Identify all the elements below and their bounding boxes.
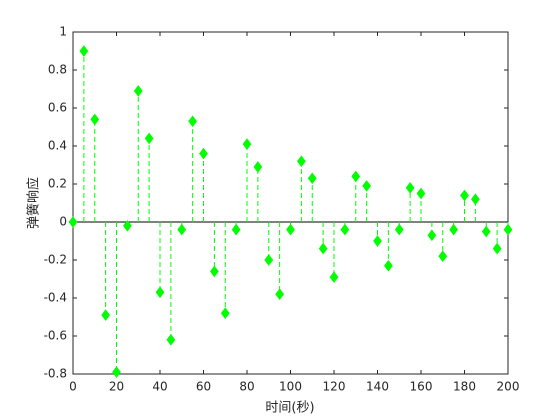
stem-marker bbox=[79, 45, 89, 57]
y-tick-label: 0.6 bbox=[48, 101, 67, 115]
x-axis-label: 时间(秒) bbox=[265, 401, 314, 416]
stem-marker bbox=[286, 223, 295, 236]
y-tick-label: 0 bbox=[59, 215, 67, 229]
x-tick-label: 0 bbox=[69, 380, 77, 394]
stem-marker bbox=[275, 288, 284, 301]
x-tick-label: 140 bbox=[366, 380, 389, 394]
stem-marker bbox=[68, 216, 78, 228]
stem-marker bbox=[144, 132, 154, 145]
plot-area bbox=[72, 31, 509, 375]
y-tick-label: 0.8 bbox=[48, 63, 67, 77]
x-tick-label: 120 bbox=[323, 380, 346, 394]
stem-marker bbox=[340, 223, 350, 236]
stem-marker bbox=[177, 223, 187, 236]
y-tick-label: -0.2 bbox=[44, 253, 67, 267]
stem-marker bbox=[123, 219, 132, 232]
stem-marker bbox=[405, 181, 415, 194]
stem-marker bbox=[155, 286, 165, 299]
stem-marker bbox=[427, 229, 437, 242]
stem-marker bbox=[101, 309, 110, 321]
stem-marker bbox=[220, 307, 230, 320]
x-tick-label: 80 bbox=[239, 380, 254, 394]
x-tick-label: 40 bbox=[152, 380, 167, 394]
stem-marker bbox=[329, 271, 339, 283]
stem-marker bbox=[318, 242, 328, 255]
stem-marker bbox=[231, 223, 241, 236]
stem-marker bbox=[481, 225, 491, 238]
x-tick-label: 20 bbox=[109, 380, 124, 394]
stem-marker bbox=[253, 161, 263, 173]
x-tick-label: 180 bbox=[453, 380, 476, 394]
stem-marker bbox=[297, 155, 306, 168]
y-tick-label: -0.6 bbox=[44, 329, 67, 343]
stem-marker bbox=[503, 223, 513, 236]
stem-marker bbox=[242, 138, 252, 150]
stem-marker bbox=[166, 333, 176, 346]
stem-marker bbox=[362, 180, 371, 192]
stem-marker bbox=[492, 242, 502, 255]
stem-marker bbox=[188, 115, 197, 128]
x-tick-label: 160 bbox=[410, 380, 433, 394]
stem-marker bbox=[112, 366, 121, 378]
stem-marker bbox=[307, 172, 317, 185]
stem-marker bbox=[449, 223, 458, 236]
stem-marker bbox=[460, 189, 469, 202]
stem-marker bbox=[471, 193, 480, 206]
stem-marker bbox=[373, 235, 382, 247]
y-tick-label: -0.8 bbox=[44, 367, 67, 381]
x-tick-label: 60 bbox=[196, 380, 211, 394]
stem-marker bbox=[210, 265, 219, 278]
stem-marker bbox=[264, 254, 274, 266]
stem-marker bbox=[438, 250, 448, 263]
stem-marker bbox=[384, 259, 393, 272]
stem-marker bbox=[394, 223, 404, 236]
x-tick-label: 200 bbox=[497, 380, 520, 394]
y-tick-label: -0.4 bbox=[44, 291, 67, 305]
x-tick-label: 100 bbox=[279, 380, 302, 394]
stem-marker bbox=[416, 187, 426, 200]
y-tick-label: 1 bbox=[59, 25, 67, 39]
y-tick-label: 0.2 bbox=[48, 177, 67, 191]
stem-marker bbox=[133, 85, 143, 97]
y-tick-label: 0.4 bbox=[48, 139, 67, 153]
stem-marker bbox=[90, 113, 100, 126]
y-axis-label: 弹簧响应 bbox=[26, 177, 42, 229]
stem-marker bbox=[199, 147, 208, 160]
stem-marker bbox=[351, 170, 361, 183]
